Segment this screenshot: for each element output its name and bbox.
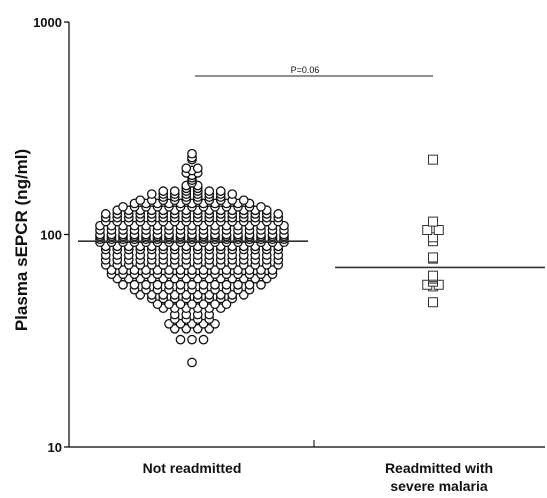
data-point-circle xyxy=(187,299,197,310)
data-point-circle xyxy=(244,279,255,290)
data-point-circle xyxy=(227,189,238,199)
median-lines xyxy=(78,240,545,269)
data-point-square xyxy=(428,232,438,243)
data-point-circle xyxy=(198,279,209,290)
category-label: Not readmitted xyxy=(143,460,242,476)
data-point-square xyxy=(428,216,438,227)
data-point-circle xyxy=(152,299,163,310)
axes xyxy=(68,22,545,448)
data-point-circle xyxy=(256,279,266,290)
data-point-circle xyxy=(198,299,209,310)
data-point-circle xyxy=(221,279,232,290)
data-point-circle xyxy=(152,279,163,290)
data-point-circle xyxy=(118,201,128,212)
data-point-circle xyxy=(175,334,186,345)
data-point-circle xyxy=(141,279,151,290)
data-point-circle xyxy=(164,299,174,310)
axis-labels: Not readmitted Readmitted with severe mala… xyxy=(12,149,493,494)
data-point-circle xyxy=(204,186,215,196)
data-point-circle xyxy=(198,334,209,345)
data-point-circle xyxy=(164,279,174,290)
data-point-square xyxy=(428,252,438,263)
data-point-circle xyxy=(175,279,186,290)
category-label: Readmitted with xyxy=(385,460,493,476)
data-point-circle xyxy=(187,357,197,368)
data-point-circle xyxy=(146,189,157,199)
data-point-circle xyxy=(135,195,146,206)
p-value-label: P=0.06 xyxy=(291,65,320,75)
data-point-circle xyxy=(118,279,128,290)
data-point-circle xyxy=(129,279,140,290)
data-point-circle xyxy=(215,186,226,196)
data-point-circle xyxy=(192,163,203,174)
data-point-circle xyxy=(233,279,243,290)
data-point-circle xyxy=(210,279,220,290)
data-points xyxy=(95,148,444,368)
significance-annotation: P=0.06 xyxy=(195,65,433,77)
data-point-circle xyxy=(100,209,111,219)
y-axis-title: Plasma sEPCR (ng/ml) xyxy=(12,149,31,331)
data-point-circle xyxy=(221,299,232,310)
category-label: severe malaria xyxy=(390,478,488,494)
y-tick-label: 1000 xyxy=(33,15,62,30)
data-point-circle xyxy=(238,195,249,206)
y-ticks: 10 100 1000 xyxy=(33,15,69,455)
data-point-square xyxy=(428,154,438,165)
data-point-square xyxy=(428,297,438,308)
data-point-circle xyxy=(175,299,186,310)
data-point-circle xyxy=(256,201,266,212)
data-point-circle xyxy=(187,279,197,290)
data-point-square xyxy=(422,224,433,235)
data-point-square xyxy=(433,224,444,235)
data-point-circle xyxy=(187,148,197,159)
data-point-circle xyxy=(158,186,169,196)
data-point-square xyxy=(428,270,438,281)
data-point-circle xyxy=(273,209,284,219)
data-point-circle xyxy=(210,299,220,310)
data-point-circle xyxy=(187,334,197,345)
data-point-circle xyxy=(169,186,180,196)
data-point-circle xyxy=(181,163,192,174)
y-tick-label: 10 xyxy=(48,440,62,455)
y-tick-label: 100 xyxy=(40,228,62,243)
